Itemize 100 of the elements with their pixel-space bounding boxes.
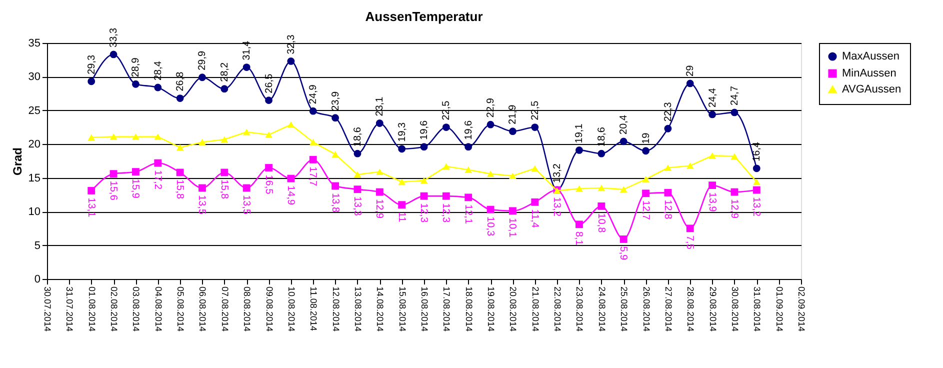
point xyxy=(176,144,184,151)
point xyxy=(154,159,162,167)
data-label: 24,9 xyxy=(308,84,320,104)
point xyxy=(376,120,384,127)
data-label: 13,5 xyxy=(240,194,252,215)
x-tick-label: 11.08.2014 xyxy=(308,286,319,331)
point xyxy=(642,147,650,155)
x-tick-label: 22.08.2014 xyxy=(552,286,563,332)
data-label: 17,7 xyxy=(307,166,318,187)
data-label: 10,3 xyxy=(484,216,496,236)
data-label: 14,9 xyxy=(284,186,296,206)
point xyxy=(752,186,760,194)
point xyxy=(265,131,272,138)
x-tick-label: 08.08.2014 xyxy=(242,286,252,332)
data-label: 19,1 xyxy=(574,123,586,144)
x-tick-label: 30.07.2014 xyxy=(42,286,52,332)
point xyxy=(686,224,694,232)
x-tick-label: 09.08.2014 xyxy=(264,286,274,332)
data-label: 12,1 xyxy=(462,204,474,224)
point xyxy=(509,207,516,215)
x-tick-label: 21.08.2014 xyxy=(530,286,540,332)
point xyxy=(420,143,428,151)
point xyxy=(354,171,362,178)
x-tick-label: 29.08.2014 xyxy=(708,286,718,332)
point xyxy=(398,201,406,209)
point xyxy=(88,134,96,141)
data-label: 12,9 xyxy=(374,199,385,219)
point xyxy=(220,136,228,143)
data-label: 28,9 xyxy=(130,57,142,78)
point xyxy=(332,182,339,190)
point xyxy=(664,188,672,196)
point xyxy=(242,128,250,136)
data-label: 19,3 xyxy=(396,122,408,142)
point xyxy=(220,168,228,176)
point xyxy=(531,165,539,172)
x-tick-label: 31.07.2014 xyxy=(64,286,75,332)
data-label: 13,8 xyxy=(329,192,340,213)
data-label: 16,5 xyxy=(262,174,274,195)
point xyxy=(708,152,716,159)
data-label: 12,9 xyxy=(728,199,740,219)
data-label: 13,9 xyxy=(706,192,718,212)
point xyxy=(132,80,140,88)
point xyxy=(442,192,450,200)
x-tick-label: 10.08.2014 xyxy=(286,286,296,332)
point xyxy=(376,168,384,175)
point xyxy=(509,128,516,136)
point xyxy=(598,202,606,210)
y-tick-label: 30 xyxy=(28,71,40,84)
data-label: 12,3 xyxy=(418,203,429,223)
point xyxy=(132,134,140,140)
x-tick-label: 07.08.2014 xyxy=(220,286,230,332)
point xyxy=(420,192,428,200)
data-label: 7,5 xyxy=(684,235,696,250)
point xyxy=(486,120,494,128)
data-label: 12,3 xyxy=(440,203,452,223)
point xyxy=(664,124,672,132)
data-label: 26,8 xyxy=(175,71,186,92)
point xyxy=(598,184,606,192)
x-tick-label: 24.08.2014 xyxy=(596,286,607,332)
point xyxy=(464,143,472,151)
chart-title: AussenTemperatur xyxy=(365,9,483,24)
x-tick-label: 25.08.2014 xyxy=(619,286,630,332)
x-tick-label: 27.08.2014 xyxy=(663,286,674,332)
x-tick-label: 04.08.2014 xyxy=(153,286,164,332)
point xyxy=(486,170,494,178)
point xyxy=(708,110,716,118)
point xyxy=(376,188,384,196)
data-label: 18,6 xyxy=(596,126,608,147)
y-tick-label: 35 xyxy=(28,38,40,50)
point xyxy=(176,94,184,102)
data-label: 20,4 xyxy=(618,114,630,134)
point xyxy=(708,182,716,189)
point xyxy=(620,236,628,243)
x-tick-label: 31.08.2014 xyxy=(752,286,762,332)
data-label: 24,4 xyxy=(707,88,718,108)
point xyxy=(576,220,583,228)
data-label: 8,1 xyxy=(573,231,584,246)
point xyxy=(287,174,295,182)
point xyxy=(531,198,539,206)
data-label: 29,3 xyxy=(86,54,98,74)
point xyxy=(110,170,118,178)
x-tick-label: 12.08.2014 xyxy=(330,286,341,332)
y-tick-label: 25 xyxy=(28,104,40,117)
point xyxy=(486,206,494,214)
x-tick-label: 19.08.2014 xyxy=(486,286,496,332)
point xyxy=(598,150,606,158)
x-tick-label: 05.08.2014 xyxy=(176,286,186,332)
data-label: 15,6 xyxy=(108,180,119,201)
data-label: 12,8 xyxy=(662,200,673,220)
data-label: 29 xyxy=(685,64,696,76)
x-tick-label: 01.09.2014 xyxy=(774,286,784,332)
point xyxy=(464,194,472,202)
data-label: 15,8 xyxy=(218,179,230,200)
data-label: 5,9 xyxy=(618,246,629,261)
point xyxy=(730,108,738,116)
x-tick-label: 14.08.2014 xyxy=(375,286,386,332)
data-label: 13,2 xyxy=(552,163,564,183)
point xyxy=(509,172,516,180)
data-label: 13,3 xyxy=(351,196,362,216)
x-tick-label: 17.08.2014 xyxy=(442,286,452,332)
